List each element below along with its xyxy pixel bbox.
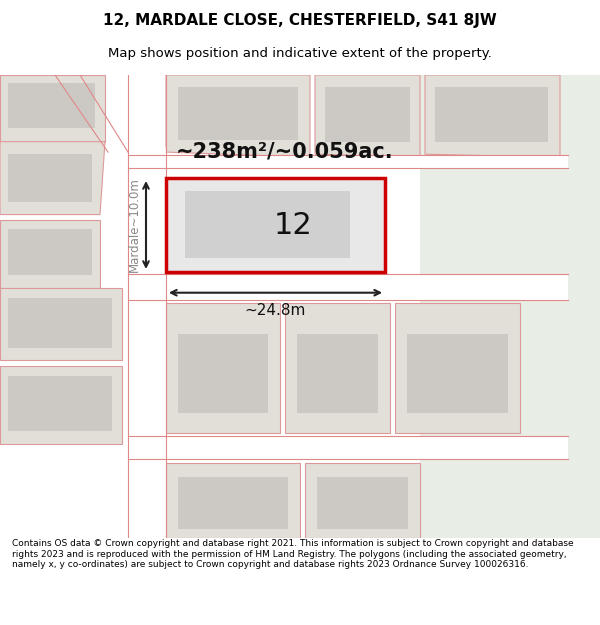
Text: Mardale~10.0m: Mardale~10.0m xyxy=(128,177,140,272)
Polygon shape xyxy=(407,334,508,412)
Polygon shape xyxy=(178,477,288,529)
Bar xyxy=(420,75,600,538)
Wedge shape xyxy=(128,132,166,152)
Polygon shape xyxy=(8,376,112,431)
Bar xyxy=(128,75,166,538)
Polygon shape xyxy=(0,142,105,214)
Polygon shape xyxy=(325,88,410,142)
Polygon shape xyxy=(297,334,378,412)
Polygon shape xyxy=(55,75,128,152)
Bar xyxy=(128,155,568,168)
Bar xyxy=(185,191,350,258)
Polygon shape xyxy=(166,75,310,158)
Polygon shape xyxy=(317,477,408,529)
Polygon shape xyxy=(425,75,560,158)
Text: ~238m²/~0.059ac.: ~238m²/~0.059ac. xyxy=(176,141,394,161)
Polygon shape xyxy=(166,303,280,433)
Polygon shape xyxy=(178,88,298,139)
Polygon shape xyxy=(315,75,420,158)
Text: Map shows position and indicative extent of the property.: Map shows position and indicative extent… xyxy=(108,48,492,61)
Polygon shape xyxy=(435,88,548,142)
Bar xyxy=(128,436,568,459)
Bar xyxy=(166,178,385,272)
Polygon shape xyxy=(0,366,122,444)
Polygon shape xyxy=(305,462,420,538)
Polygon shape xyxy=(166,462,300,538)
Polygon shape xyxy=(8,229,92,275)
Polygon shape xyxy=(8,298,112,348)
Text: Contains OS data © Crown copyright and database right 2021. This information is : Contains OS data © Crown copyright and d… xyxy=(12,539,574,569)
Text: 12, MARDALE CLOSE, CHESTERFIELD, S41 8JW: 12, MARDALE CLOSE, CHESTERFIELD, S41 8JW xyxy=(103,14,497,29)
Polygon shape xyxy=(395,303,520,433)
Text: ~24.8m: ~24.8m xyxy=(245,303,306,318)
Polygon shape xyxy=(8,154,92,202)
Polygon shape xyxy=(285,303,390,433)
Polygon shape xyxy=(0,288,122,361)
Polygon shape xyxy=(178,334,268,412)
Polygon shape xyxy=(0,75,105,142)
Polygon shape xyxy=(0,220,100,288)
Polygon shape xyxy=(8,83,95,128)
Text: 12: 12 xyxy=(274,211,313,239)
Bar xyxy=(128,274,568,300)
